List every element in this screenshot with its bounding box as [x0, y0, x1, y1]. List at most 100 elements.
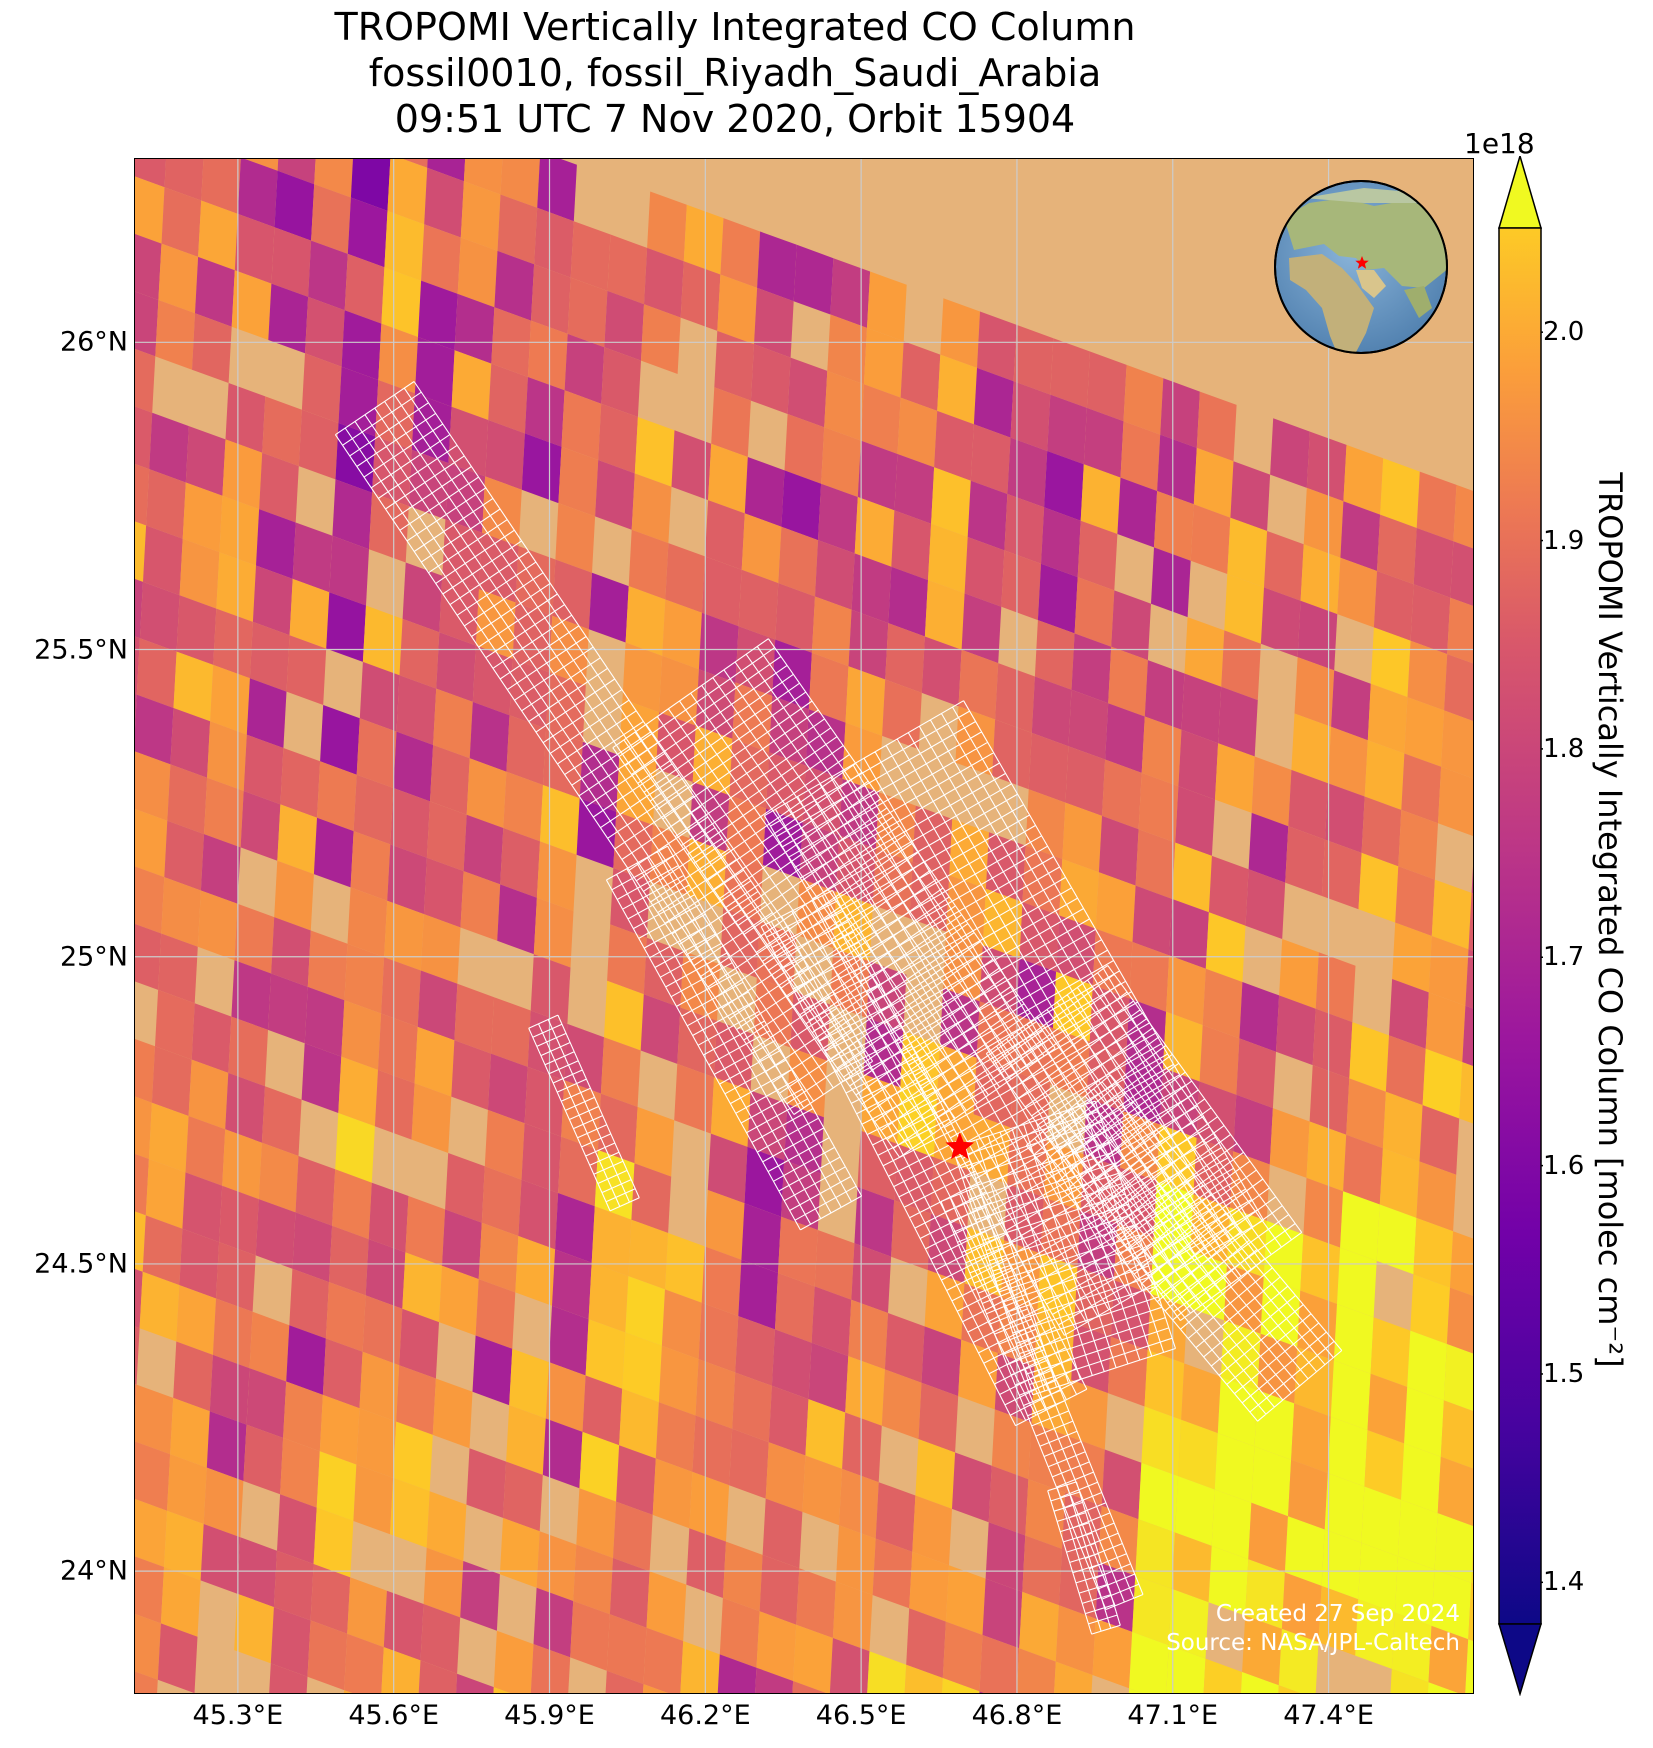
co-pixel [531, 264, 571, 334]
co-pixel [705, 500, 745, 570]
co-pixel [142, 1215, 183, 1286]
co-pixel [1264, 531, 1304, 601]
co-pixel [134, 1326, 140, 1385]
co-pixel [146, 469, 186, 539]
co-pixel [1413, 1217, 1454, 1288]
co-pixel [961, 1283, 1001, 1354]
co-pixel [491, 997, 531, 1067]
co-pixel [738, 569, 779, 640]
co-pixel [661, 1289, 702, 1360]
co-pixel [280, 1437, 320, 1508]
co-pixel [362, 605, 403, 676]
co-pixel [934, 410, 974, 481]
co-pixel [1422, 1048, 1463, 1119]
co-pixel [1168, 1588, 1209, 1659]
co-pixel [1385, 1035, 1426, 1106]
co-pixel [729, 1428, 769, 1499]
co-pixel [885, 623, 925, 693]
co-pixel [1468, 1582, 1474, 1642]
co-pixel [134, 866, 165, 934]
co-pixel [335, 1113, 375, 1183]
co-pixel [399, 618, 440, 689]
co-pixel [400, 158, 428, 168]
map-panel[interactable] [134, 158, 1474, 1694]
co-pixel [848, 1299, 888, 1370]
co-pixel [1105, 703, 1145, 773]
co-pixel [839, 1468, 879, 1539]
co-pixel [558, 1136, 598, 1207]
co-pixel [609, 1558, 650, 1628]
co-pixel [1141, 716, 1182, 787]
co-pixel [249, 621, 290, 692]
co-pixel [503, 771, 543, 842]
co-pixel [1193, 1137, 1234, 1208]
co-pixel [497, 194, 538, 265]
co-pixel [671, 430, 712, 501]
co-pixel [1123, 364, 1164, 435]
co-pixel [1404, 1387, 1444, 1457]
co-pixel [1325, 783, 1365, 853]
co-pixel [928, 523, 968, 594]
co-pixel [973, 367, 1014, 438]
co-pixel [134, 1671, 158, 1694]
co-pixel [1358, 852, 1399, 923]
co-pixel [368, 1182, 409, 1253]
co-pixel [134, 1153, 149, 1216]
colorbar [1497, 156, 1543, 1696]
co-pixel [347, 1577, 387, 1648]
co-pixel [1395, 866, 1435, 936]
co-pixel [134, 1096, 152, 1159]
co-pixel [555, 503, 596, 573]
co-pixel [1278, 1628, 1319, 1694]
co-pixel [1376, 1204, 1417, 1275]
co-pixel [1208, 855, 1249, 926]
co-pixel [1355, 1599, 1395, 1669]
co-pixel [259, 452, 299, 523]
co-pixel [714, 330, 754, 401]
co-pixel [1043, 1140, 1084, 1211]
co-pixel [414, 1026, 455, 1097]
co-pixel [1367, 683, 1408, 754]
co-pixel [426, 801, 467, 872]
co-pixel [475, 1279, 516, 1349]
co-pixel [848, 609, 889, 680]
co-pixel [1054, 1661, 1093, 1694]
co-pixel [634, 1106, 675, 1177]
co-pixel [411, 1083, 452, 1153]
co-pixel [1218, 686, 1258, 757]
co-pixel [625, 1276, 665, 1346]
co-pixel [1138, 772, 1179, 843]
co-pixel [655, 1402, 696, 1472]
co-pixel [1128, 1688, 1145, 1694]
co-pixel [396, 675, 437, 745]
co-pixel [1377, 514, 1417, 585]
co-pixel [674, 1063, 714, 1134]
co-pixel [161, 187, 202, 257]
co-pixel [991, 1409, 1032, 1480]
co-pixel [219, 495, 260, 566]
co-pixel [472, 1335, 513, 1406]
co-pixel [249, 1311, 290, 1382]
co-pixel [1284, 1516, 1325, 1586]
target-star-icon[interactable] [945, 1132, 975, 1160]
co-pixel [1071, 633, 1112, 704]
co-pixel [439, 1265, 479, 1336]
co-pixel [768, 1385, 809, 1456]
co-pixel [1211, 1489, 1252, 1560]
co-pixel [350, 158, 391, 211]
co-pixel [384, 210, 425, 281]
co-pixel [662, 599, 702, 670]
map-canvas[interactable] [134, 158, 1474, 1694]
footprint-narrow-west [528, 1014, 640, 1212]
co-pixel [134, 1613, 161, 1680]
co-pixel [322, 1338, 363, 1409]
co-pixel [1315, 952, 1356, 1023]
co-pixel [665, 543, 705, 613]
co-pixel [203, 1467, 244, 1538]
co-pixel [356, 718, 397, 788]
co-pixel [1215, 743, 1255, 813]
co-pixel [270, 1607, 311, 1677]
co-pixel [134, 636, 140, 695]
co-pixel [182, 482, 223, 553]
co-pixel [543, 728, 583, 799]
